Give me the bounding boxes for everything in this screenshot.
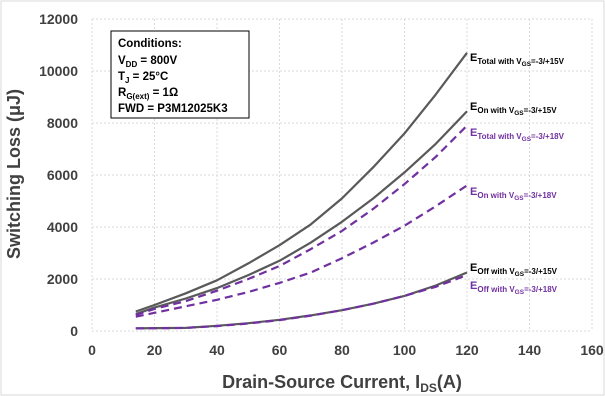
- series-label: ETotal with VGS=-3/+18V: [470, 127, 565, 143]
- x-tick-labels: 0 20 40 60 80 100 120 140 160: [88, 342, 604, 358]
- x-tick-label: 40: [209, 342, 225, 358]
- y-tick-labels: 0 2000 4000 6000 8000 10000 12000: [39, 11, 78, 339]
- series-label: EOn with VGS=-3/+15V: [470, 101, 557, 117]
- series-line: [135, 124, 468, 316]
- x-tick-label: 60: [272, 342, 288, 358]
- y-tick-label: 10000: [39, 63, 78, 79]
- y-axis-title: Switching Loss (μJ): [4, 89, 24, 259]
- conditions-line: TJ = 25°C: [118, 71, 168, 85]
- conditions-box-border: [110, 30, 250, 119]
- series-label: EOff with VGS=-3/+15V: [470, 262, 558, 278]
- series-labels: ETotal with VGS=-3/+15V EOn with VGS=-3/+…: [470, 52, 565, 296]
- conditions-title: Conditions:: [118, 38, 182, 50]
- y-tick-label: 8000: [47, 115, 78, 131]
- series-line: [135, 184, 468, 318]
- x-axis-title: Drain-Source Current, IDS(A): [222, 372, 462, 395]
- conditions-line: FWD = P3M12025K3: [118, 103, 228, 115]
- conditions-line: RG(ext) = 1Ω: [118, 87, 178, 101]
- series-label: EOn with VGS=-3/+18V: [470, 186, 557, 202]
- series-label: EOff with VGS=-3/+18V: [470, 280, 558, 296]
- series-line: [135, 110, 468, 316]
- x-tick-label: 80: [334, 342, 350, 358]
- y-tick-label: 2000: [47, 271, 78, 287]
- x-tick-label: 120: [455, 342, 479, 358]
- y-tick-label: 12000: [39, 11, 78, 27]
- series-label: ETotal with VGS=-3/+15V: [470, 52, 565, 68]
- series-line: [135, 52, 468, 313]
- grid: [91, 18, 593, 332]
- x-tick-label: 0: [88, 342, 96, 358]
- y-tick-label: 6000: [47, 167, 78, 183]
- conditions-box: Conditions: VDD = 800V TJ = 25°C RG(ext) =…: [110, 30, 250, 119]
- conditions-lines: VDD = 800V TJ = 25°C RG(ext) = 1Ω FWD = P3M…: [118, 55, 228, 115]
- series-lines: [135, 52, 468, 330]
- conditions-line: VDD = 800V: [118, 55, 178, 69]
- x-tick-label: 100: [393, 342, 417, 358]
- y-tick-label: 4000: [47, 219, 78, 235]
- x-tick-label: 140: [518, 342, 542, 358]
- x-tick-label: 20: [147, 342, 163, 358]
- x-tick-label: 160: [580, 342, 604, 358]
- y-tick-label: 0: [70, 323, 78, 339]
- series-line: [135, 274, 468, 330]
